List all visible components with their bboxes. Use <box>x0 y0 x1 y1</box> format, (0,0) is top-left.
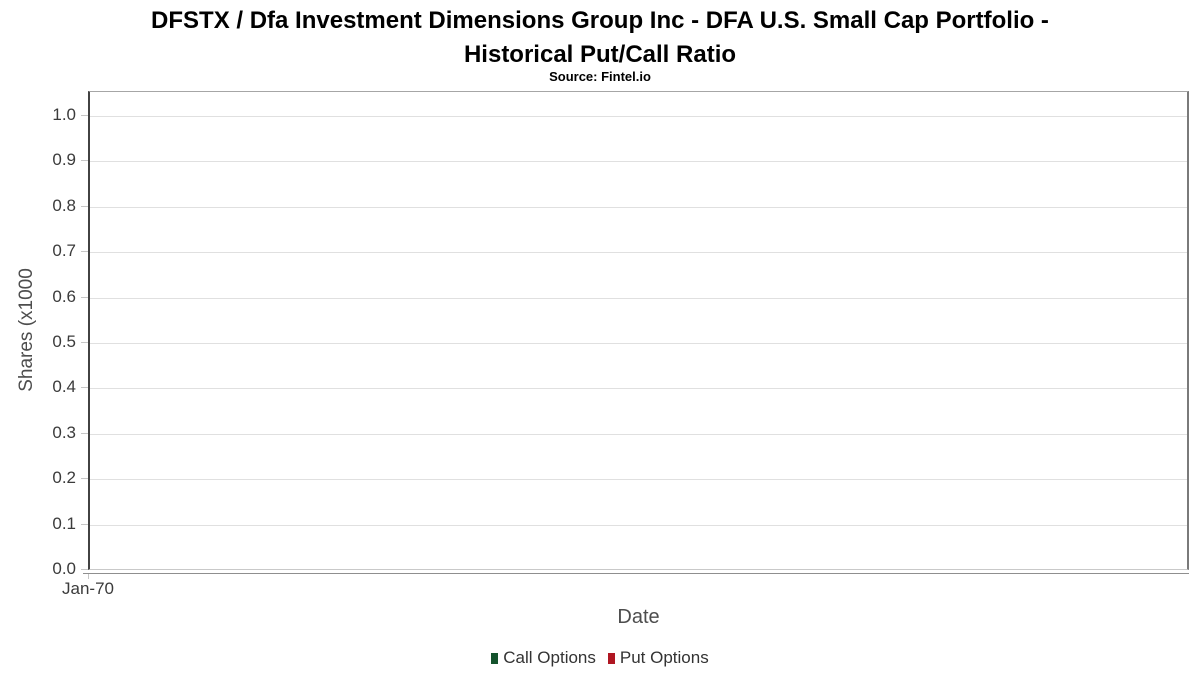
gridline <box>90 388 1187 389</box>
y-axis-tick-mark <box>81 433 88 434</box>
y-axis-tick-label: 0.3 <box>52 423 76 442</box>
y-axis-tick-label: 0.0 <box>52 559 76 578</box>
gridline <box>90 161 1187 162</box>
legend-label-put-options: Put Options <box>619 648 709 667</box>
legend: Call Options Put Options <box>0 646 1200 670</box>
y-axis-tick-mark <box>81 387 88 388</box>
y-axis-tick-mark <box>81 569 88 570</box>
y-axis-tick-label: 0.6 <box>52 287 76 306</box>
y-axis-tick-mark <box>81 251 88 252</box>
gridline <box>90 343 1187 344</box>
legend-item-call-options[interactable]: Call Options <box>491 648 596 668</box>
y-axis-tick-mark <box>81 206 88 207</box>
gridline <box>90 525 1187 526</box>
gridline <box>90 252 1187 253</box>
y-axis-tick-mark <box>81 297 88 298</box>
y-axis-tick-mark <box>81 478 88 479</box>
y-axis-tick-label: 1.0 <box>52 105 76 124</box>
y-axis-tick-label: 0.1 <box>52 514 76 533</box>
y-axis-tick-label: 0.9 <box>52 150 76 169</box>
legend-label-call-options: Call Options <box>503 648 596 667</box>
chart-title-line2: Historical Put/Call Ratio <box>463 41 737 68</box>
y-axis-tick-mark <box>81 342 88 343</box>
chart-subtitle: Source: Fintel.io <box>549 69 651 84</box>
y-axis-tick-label: 0.5 <box>52 332 76 351</box>
y-axis-tick-mark <box>81 160 88 161</box>
y-axis-tick-label: 0.4 <box>52 377 76 396</box>
y-axis-tick-mark <box>81 115 88 116</box>
x-axis-tick-label: Jan-70 <box>62 579 114 598</box>
y-axis-tick-label: 0.8 <box>52 196 76 215</box>
gridline <box>90 298 1187 299</box>
x-axis-tick-mark <box>88 574 89 579</box>
chart-title-line1: DFSTX / Dfa Investment Dimensions Group … <box>151 7 1049 34</box>
y-axis-tick-mark <box>81 524 88 525</box>
legend-marker-put-options <box>607 652 615 664</box>
plot-area <box>88 91 1189 570</box>
legend-marker-call-options <box>491 652 499 664</box>
chart-title: DFSTX / Dfa Investment Dimensions Group … <box>0 4 1200 72</box>
gridline <box>90 116 1187 117</box>
x-axis-line <box>83 573 1189 574</box>
legend-item-put-options[interactable]: Put Options <box>607 648 709 668</box>
x-axis-title: Date <box>617 606 660 628</box>
y-axis-tick-label: 0.7 <box>52 241 76 260</box>
y-axis-tick-label: 0.2 <box>52 468 76 487</box>
gridline <box>90 434 1187 435</box>
gridline <box>90 207 1187 208</box>
gridline <box>90 479 1187 480</box>
